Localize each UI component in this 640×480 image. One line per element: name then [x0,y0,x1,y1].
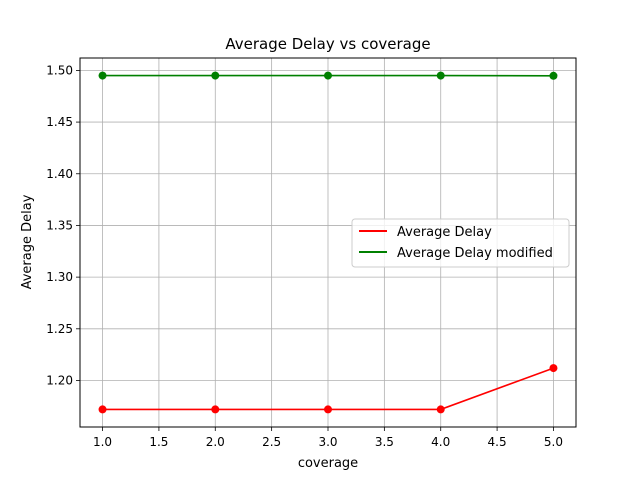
y-tick-label: 1.30 [46,270,73,284]
legend: Average Delay Average Delay modified [351,218,570,268]
y-tick-label: 1.25 [46,322,73,336]
legend-box [351,218,570,268]
y-tick-label: 1.20 [46,373,73,387]
chart-title: Average Delay vs coverage [225,35,430,53]
x-tick-label: 3.0 [318,435,337,449]
data-point-average-delay-modified [211,71,220,80]
x-tick-label: 1.0 [93,435,112,449]
legend-label-average-delay: Average Delay [397,225,492,240]
data-point-average-delay-modified [549,71,558,80]
x-tick-label: 2.0 [206,435,225,449]
x-tick-label: 2.5 [262,435,281,449]
legend-label-average-delay-modified: Average Delay modified [397,246,553,261]
grid [80,58,576,427]
data-point-average-delay [549,364,558,373]
x-tick-label: 4.0 [431,435,450,449]
series-layer [98,71,558,414]
x-axis-label: coverage [298,456,358,471]
data-point-average-delay [211,405,220,414]
data-point-average-delay-modified [436,71,445,80]
x-tick-label: 5.0 [544,435,563,449]
x-tick-label: 4.5 [488,435,507,449]
data-point-average-delay [98,405,107,414]
x-tick-label: 3.5 [375,435,394,449]
y-axis-label: Average Delay [20,194,35,289]
x-tick-label: 1.5 [149,435,168,449]
data-point-average-delay-modified [324,71,332,80]
y-tick-label: 1.50 [46,63,73,77]
data-point-average-delay [436,405,445,414]
y-tick-label: 1.35 [46,218,73,232]
data-point-average-delay [324,405,332,414]
y-tick-label: 1.40 [46,167,73,181]
y-tick-label: 1.45 [46,115,73,129]
data-point-average-delay-modified [98,71,107,80]
ticks: 1.0 1.5 2.0 2.5 3.0 3.5 4.0 4.5 5.0 1.20 1.25 1.30 1… [46,63,563,449]
